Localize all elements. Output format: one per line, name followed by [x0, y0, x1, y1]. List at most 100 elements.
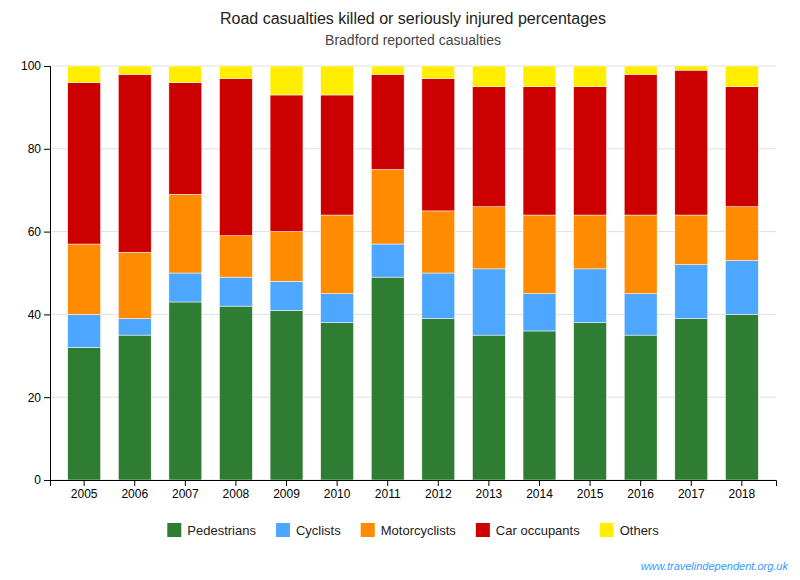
- x-tick-label: 2006: [121, 487, 148, 501]
- bar-segment: [68, 66, 101, 83]
- x-tick-label: 2008: [223, 487, 250, 501]
- bar-segment: [68, 348, 101, 480]
- bar-segment: [371, 66, 404, 74]
- x-tick-mark: [741, 480, 742, 486]
- bar-segment: [371, 74, 404, 169]
- bar-segment: [219, 78, 252, 235]
- bar-segment: [624, 74, 657, 215]
- bar-segment: [472, 207, 505, 269]
- x-tick-mark: [539, 480, 540, 486]
- y-tick: 0: [34, 473, 50, 487]
- y-axis: 020406080100: [21, 59, 51, 487]
- x-tick-mark: [185, 480, 186, 486]
- bar-segment: [270, 95, 303, 232]
- legend-swatch: [361, 523, 375, 537]
- x-tick-label: 2011: [375, 487, 401, 501]
- x-tick-mark: [590, 480, 591, 486]
- x-tick: 2011: [375, 480, 401, 501]
- bar-segment: [118, 74, 151, 252]
- series: [68, 66, 759, 95]
- x-tick-label: 2013: [476, 487, 503, 501]
- legend-swatch: [476, 523, 490, 537]
- bar-segment: [523, 331, 556, 480]
- bar-segment: [118, 252, 151, 318]
- legend-swatch: [167, 523, 181, 537]
- y-tick-mark: [44, 149, 50, 150]
- grid-line: [50, 66, 776, 67]
- bar-segment: [68, 314, 101, 347]
- x-tick-mark: [488, 480, 489, 486]
- y-tick: 20: [28, 391, 50, 405]
- bar-segment: [472, 335, 505, 480]
- x-tick: 2005: [71, 480, 98, 501]
- x-tick-label: 2007: [172, 487, 199, 501]
- y-tick-label: 40: [28, 308, 42, 322]
- bar-segment: [169, 83, 202, 195]
- chart: Road casualties killed or seriously inju…: [0, 0, 800, 580]
- plot: 0204060801002005200620072008200920102011…: [21, 59, 777, 500]
- bar-segment: [270, 281, 303, 310]
- y-tick: 100: [21, 59, 50, 73]
- legend-label: Cyclists: [296, 523, 341, 538]
- legend-item: Motorcyclists: [361, 523, 457, 538]
- x-tick-mark: [337, 480, 338, 486]
- x-tick-label: 2017: [678, 487, 705, 501]
- x-tick-label: 2014: [526, 487, 553, 501]
- bar-segment: [422, 66, 455, 78]
- y-tick-label: 20: [28, 391, 42, 405]
- bar-segment: [219, 236, 252, 277]
- bar-segment: [219, 306, 252, 480]
- x-tick: 2012: [425, 480, 452, 501]
- grid-line: [50, 231, 776, 232]
- bar-segment: [624, 294, 657, 335]
- bar-segment: [68, 83, 101, 244]
- y-tick-label: 60: [28, 225, 42, 239]
- x-tick-label: 2018: [728, 487, 755, 501]
- bar-segment: [371, 277, 404, 480]
- bar-segment: [219, 66, 252, 78]
- bar-segment: [675, 265, 708, 319]
- y-tick: 60: [28, 225, 50, 239]
- bar-segment: [118, 66, 151, 74]
- x-tick-mark: [286, 480, 287, 486]
- x-tick: 2007: [172, 480, 199, 501]
- x-tick: 2013: [476, 480, 503, 501]
- x-tick-mark: [84, 480, 85, 486]
- legend-swatch: [600, 523, 614, 537]
- bar-segment: [472, 269, 505, 335]
- x-axis: 2005200620072008200920102011201220132014…: [51, 480, 777, 501]
- bar-segment: [270, 310, 303, 480]
- x-tick: 2008: [223, 480, 250, 501]
- series: [68, 277, 759, 480]
- bar-segment: [675, 66, 708, 70]
- legend-label: Car occupants: [496, 523, 580, 538]
- bar-segment: [422, 273, 455, 319]
- bar-segment: [68, 244, 101, 314]
- bar-segment: [523, 215, 556, 294]
- bar-segment: [270, 66, 303, 95]
- x-tick-mark: [640, 480, 641, 486]
- bar-segment: [675, 70, 708, 215]
- x-tick-mark: [387, 480, 388, 486]
- bar-segment: [725, 66, 758, 87]
- y-tick-label: 0: [34, 473, 41, 487]
- x-tick-label: 2009: [273, 487, 300, 501]
- bar-segment: [574, 215, 607, 269]
- legend: PedestriansCyclistsMotorcyclistsCar occu…: [167, 523, 659, 538]
- bar-segment: [321, 95, 354, 215]
- y-axis-line: [44, 67, 51, 481]
- legend-item: Others: [600, 523, 660, 538]
- x-tick-label: 2015: [577, 487, 604, 501]
- bars: [68, 66, 759, 480]
- x-tick: 2017: [678, 480, 705, 501]
- y-tick: 40: [28, 308, 50, 322]
- x-tick: 2014: [526, 480, 553, 501]
- bar-segment: [574, 66, 607, 87]
- chart-container: Road casualties killed or seriously inju…: [0, 0, 800, 580]
- bar-segment: [472, 66, 505, 87]
- y-tick-mark: [44, 314, 50, 315]
- series: [68, 70, 759, 252]
- legend-label: Others: [620, 523, 660, 538]
- x-tick-label: 2005: [71, 487, 98, 501]
- y-tick-label: 100: [21, 59, 41, 73]
